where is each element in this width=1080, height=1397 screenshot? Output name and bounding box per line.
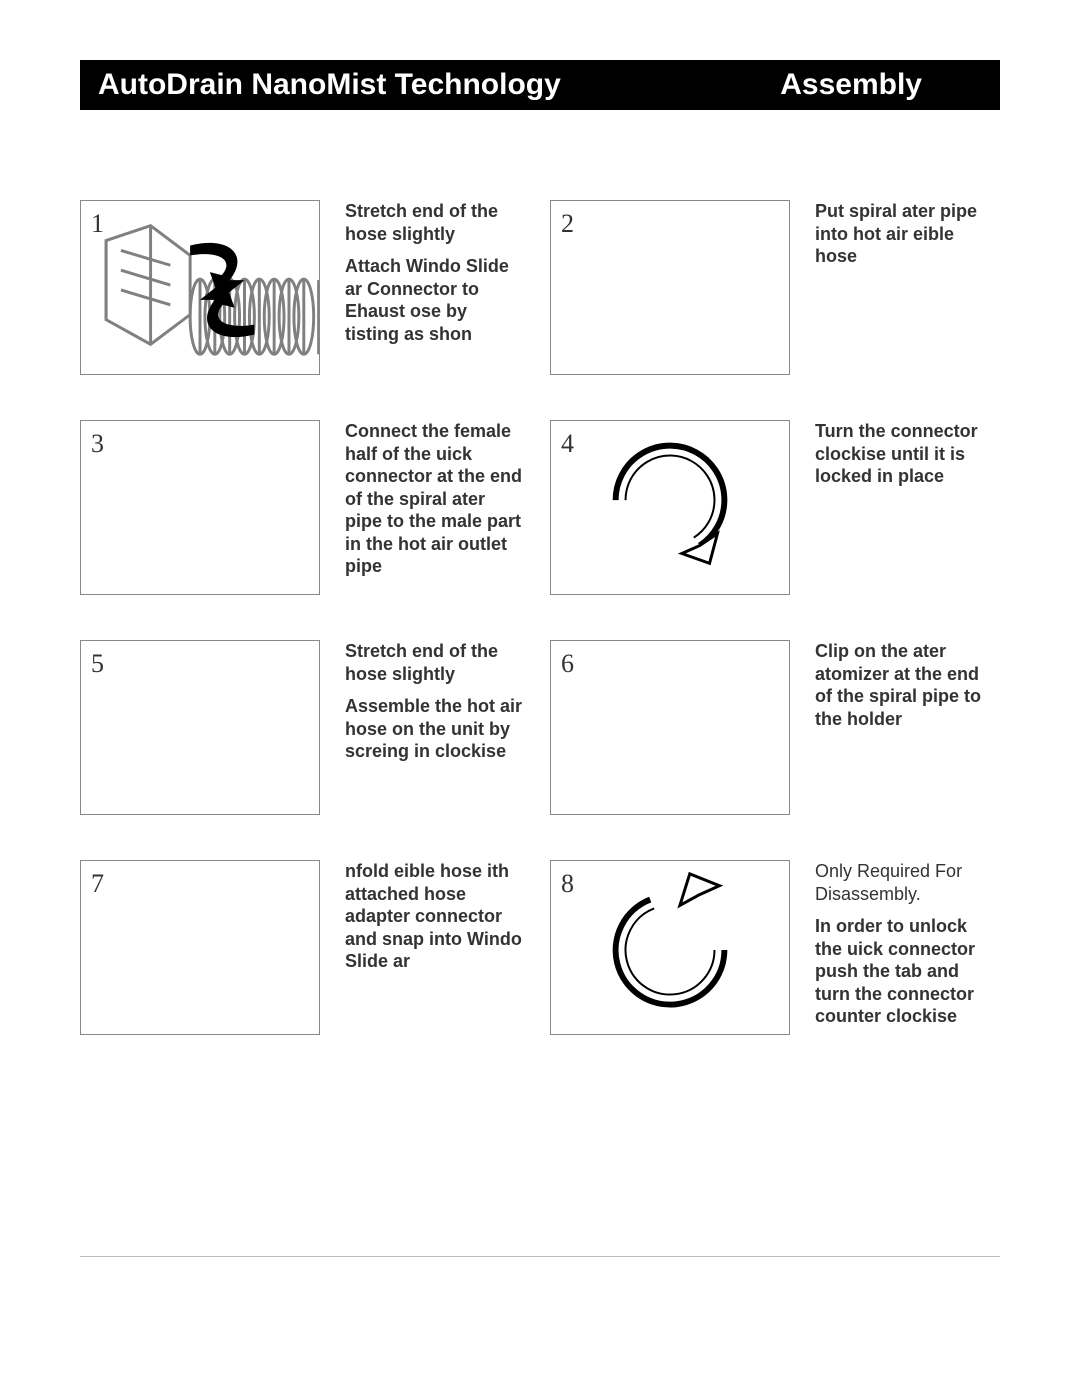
step-7-para-1: nfold eible hose ith attached hose adapt… <box>345 860 525 973</box>
step-1-para-2: Attach Windo Slide ar Connector to Ehaus… <box>345 255 525 345</box>
step-1-text: Stretch end of the hose slightly Attach … <box>345 200 525 375</box>
counterclockwise-arrow-icon <box>551 861 789 1034</box>
step-2-text: Put spiral ater pipe into hot air eible … <box>815 200 995 375</box>
step-8-text: Only Required For Disassembly. In order … <box>815 860 995 1035</box>
clockwise-arrow-icon <box>551 421 789 594</box>
page: AutoDrain NanoMist Technology Assembly 1 <box>0 0 1080 1075</box>
step-8-para-2: In order to unlock the uick connector pu… <box>815 915 995 1028</box>
header-title-left: AutoDrain NanoMist Technology <box>98 68 780 102</box>
step-3-number: 3 <box>91 429 104 459</box>
step-3-para-1: Connect the female half of the uick conn… <box>345 420 525 578</box>
step-4-text: Turn the connector clockise until it is … <box>815 420 995 595</box>
step-2-number: 2 <box>561 209 574 239</box>
step-5-para-1: Stretch end of the hose slightly <box>345 640 525 685</box>
step-1-image: 1 <box>80 200 320 375</box>
step-2-para-1: Put spiral ater pipe into hot air eible … <box>815 200 995 268</box>
step-7-image: 7 <box>80 860 320 1035</box>
step-7-text: nfold eible hose ith attached hose adapt… <box>345 860 525 1035</box>
step-4-image: 4 <box>550 420 790 595</box>
step-8-para-1: Only Required For Disassembly. <box>815 860 995 905</box>
step-1-para-1: Stretch end of the hose slightly <box>345 200 525 245</box>
step-6-para-1: Clip on the ater atomizer at the end of … <box>815 640 995 730</box>
step-4-para-1: Turn the connector clockise until it is … <box>815 420 995 488</box>
hose-twist-icon <box>81 201 319 374</box>
step-5-number: 5 <box>91 649 104 679</box>
step-5-text: Stretch end of the hose slightly Assembl… <box>345 640 525 815</box>
step-2-image: 2 <box>550 200 790 375</box>
header-title-right: Assembly <box>780 68 982 102</box>
step-6-text: Clip on the ater atomizer at the end of … <box>815 640 995 815</box>
header-bar: AutoDrain NanoMist Technology Assembly <box>80 60 1000 110</box>
step-6-number: 6 <box>561 649 574 679</box>
step-3-image: 3 <box>80 420 320 595</box>
step-6-image: 6 <box>550 640 790 815</box>
step-7-number: 7 <box>91 869 104 899</box>
step-3-text: Connect the female half of the uick conn… <box>345 420 525 595</box>
step-8-image: 8 <box>550 860 790 1035</box>
step-5-image: 5 <box>80 640 320 815</box>
footer-divider <box>80 1256 1000 1257</box>
step-5-para-2: Assemble the hot air hose on the unit by… <box>345 695 525 763</box>
steps-grid: 1 <box>80 200 1000 1035</box>
